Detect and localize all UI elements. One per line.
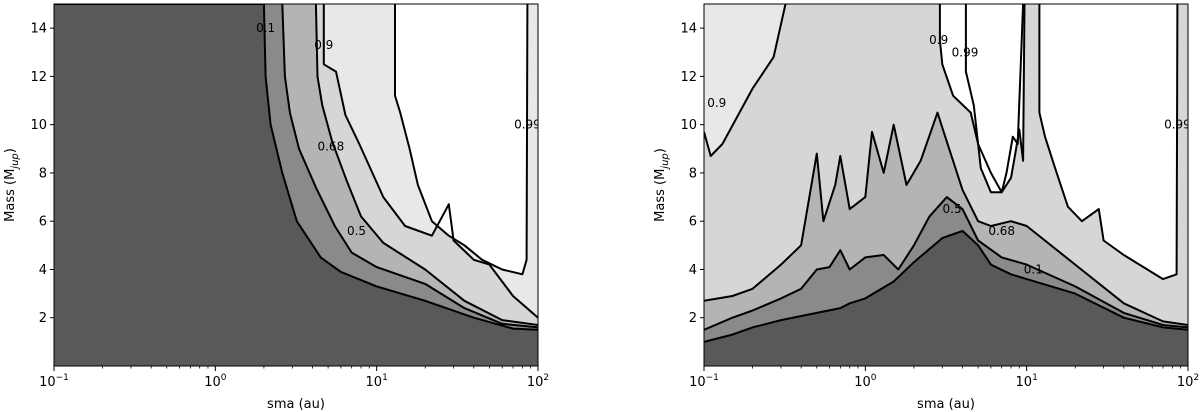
contour-label: 0.5 bbox=[347, 224, 366, 238]
x-tick-label: 10−1 bbox=[689, 373, 719, 390]
x-tick-label: 102 bbox=[527, 373, 549, 390]
contour-label: 0.1 bbox=[1024, 262, 1043, 276]
contour-label: 0.99 bbox=[514, 118, 541, 132]
contour-line bbox=[394, 4, 529, 276]
y-tick-label: 12 bbox=[680, 70, 697, 85]
contour-line bbox=[704, 4, 787, 157]
contour-line bbox=[1038, 4, 1179, 281]
y-tick-label: 10 bbox=[680, 118, 697, 133]
contour-label: 0.99 bbox=[952, 45, 979, 59]
contour-line bbox=[704, 196, 1188, 331]
y-tick-label: 10 bbox=[30, 118, 47, 133]
y-axis-label: Mass (Mjup) bbox=[3, 148, 21, 222]
contour-label: 0.9 bbox=[707, 96, 726, 110]
contour-line bbox=[281, 4, 538, 329]
x-axis-label: sma (au) bbox=[917, 397, 975, 412]
contour-line bbox=[964, 4, 1025, 194]
x-tick-label: 100 bbox=[854, 373, 877, 390]
x-tick-label: 101 bbox=[366, 373, 388, 390]
left-panel: 0.1 0.68 0.5 0.9 0.99 2 4 6 8 10 12 14 10−1 100 101 102… bbox=[3, 3, 549, 412]
y-tick-label: 6 bbox=[39, 215, 47, 230]
y-tick-label: 4 bbox=[689, 263, 697, 278]
contour-line bbox=[322, 4, 538, 319]
y-tick-label: 12 bbox=[30, 70, 47, 85]
contour-label: 0.9 bbox=[314, 38, 333, 52]
contour-label: 0.5 bbox=[943, 202, 962, 216]
contour-fill-region bbox=[1039, 4, 1178, 280]
x-tick-label: 100 bbox=[204, 373, 227, 390]
y-tick-label: 8 bbox=[39, 166, 47, 181]
y-tick-label: 14 bbox=[680, 22, 697, 37]
y-tick-label: 2 bbox=[39, 311, 47, 326]
right-panel: 0.9 0.9 0.99 0.99 0.5 0.68 0.1 2 4 6 8 10 12 14 10−1 10… bbox=[653, 3, 1199, 412]
contour-label: 0.68 bbox=[317, 139, 344, 153]
contour-label: 0.99 bbox=[1164, 118, 1191, 132]
y-axis-label: Mass (Mjup) bbox=[653, 148, 671, 222]
x-axis-label: sma (au) bbox=[267, 397, 325, 412]
contour-label: 0.9 bbox=[929, 33, 948, 47]
contour-line bbox=[54, 4, 538, 331]
contour-line bbox=[314, 4, 538, 326]
contour-label: 0.68 bbox=[988, 224, 1015, 238]
contour-fill-region bbox=[704, 4, 786, 156]
x-tick-label: 102 bbox=[1177, 373, 1199, 390]
x-tick-label: 10−1 bbox=[39, 373, 69, 390]
contour-fill-region bbox=[395, 4, 528, 275]
contour-area: 0.1 0.68 0.5 0.9 0.99 bbox=[54, 4, 541, 366]
contour-line bbox=[704, 111, 1188, 326]
contour-label: 0.1 bbox=[256, 21, 275, 35]
y-tick-label: 4 bbox=[39, 263, 47, 278]
y-tick-label: 8 bbox=[689, 166, 697, 181]
plot-frame bbox=[53, 3, 539, 367]
x-tick-label: 101 bbox=[1016, 373, 1038, 390]
y-tick-label: 14 bbox=[30, 22, 47, 37]
contour-fill-region bbox=[965, 4, 1024, 193]
contour-area: 0.9 0.9 0.99 0.99 0.5 0.68 0.1 bbox=[704, 4, 1191, 366]
contour-line bbox=[704, 229, 1188, 343]
y-tick-label: 2 bbox=[689, 311, 697, 326]
plot-frame bbox=[703, 3, 1189, 367]
y-tick-label: 6 bbox=[689, 215, 697, 230]
contour-line bbox=[938, 4, 1026, 194]
